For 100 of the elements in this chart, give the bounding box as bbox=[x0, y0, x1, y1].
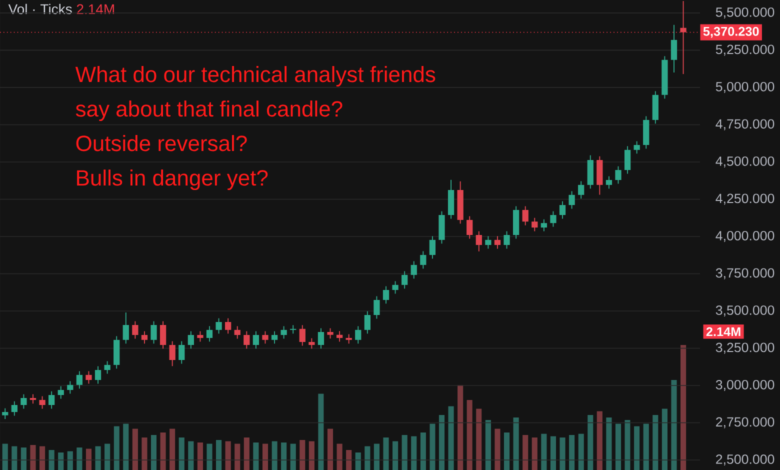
bar bbox=[39, 446, 46, 470]
bar bbox=[2, 444, 8, 470]
candlestick bbox=[680, 0, 686, 75]
candlestick bbox=[559, 200, 566, 220]
bar bbox=[123, 424, 129, 470]
bar bbox=[216, 440, 222, 470]
bar bbox=[364, 446, 370, 470]
y-tick-label: 4,500.000 bbox=[716, 156, 774, 168]
candlestick bbox=[197, 330, 204, 342]
bar bbox=[458, 384, 464, 470]
candlestick bbox=[466, 216, 473, 240]
candlestick bbox=[615, 166, 622, 184]
bar bbox=[522, 434, 528, 470]
bar bbox=[596, 411, 602, 470]
candlestick bbox=[522, 206, 528, 226]
bar bbox=[327, 428, 334, 470]
bar bbox=[170, 428, 176, 470]
candlestick bbox=[122, 312, 129, 344]
candlestick bbox=[11, 400, 18, 416]
y-tick-label: 4,000.000 bbox=[716, 230, 774, 242]
candlestick bbox=[410, 260, 417, 280]
candlestick bbox=[39, 396, 46, 410]
candlestick bbox=[252, 330, 260, 350]
candlestick bbox=[346, 334, 352, 344]
bar bbox=[448, 406, 454, 470]
bar bbox=[12, 446, 18, 470]
bar bbox=[336, 444, 342, 470]
ref-line-label: 5,370.230 bbox=[703, 26, 759, 38]
candlestick bbox=[327, 328, 334, 340]
candlestick bbox=[30, 394, 36, 404]
candlestick bbox=[624, 146, 631, 174]
candlestick bbox=[420, 250, 426, 270]
bar bbox=[680, 344, 686, 470]
candlestick bbox=[550, 210, 556, 228]
bar bbox=[383, 437, 389, 470]
candlestick bbox=[504, 230, 510, 250]
candlestick bbox=[48, 390, 55, 410]
bar bbox=[244, 437, 250, 470]
bar bbox=[476, 408, 482, 470]
annotation: say about that final candle? bbox=[76, 100, 342, 122]
candlestick bbox=[364, 310, 370, 334]
bar bbox=[142, 437, 148, 470]
bar bbox=[420, 432, 426, 470]
candlestick bbox=[606, 176, 612, 190]
candlestick bbox=[532, 217, 538, 232]
y-tick-label: 5,250.000 bbox=[716, 44, 774, 56]
candlestick bbox=[392, 280, 398, 294]
candlestick bbox=[308, 338, 315, 350]
bar bbox=[114, 426, 120, 470]
candlestick bbox=[382, 286, 390, 304]
candlestick bbox=[169, 340, 176, 367]
candlestick bbox=[132, 320, 138, 340]
bar bbox=[281, 442, 287, 470]
candlestick bbox=[429, 236, 436, 260]
annotation: Bulls in danger yet? bbox=[77, 170, 268, 190]
candlestick bbox=[76, 370, 83, 390]
bar bbox=[234, 444, 240, 470]
y-tick-label: 3,000.000 bbox=[716, 380, 774, 392]
bar bbox=[374, 444, 380, 470]
bar bbox=[560, 437, 566, 470]
bar bbox=[606, 417, 612, 470]
y-tick-label: 4,750.000 bbox=[716, 119, 774, 130]
candlestick bbox=[94, 366, 102, 384]
candlestick bbox=[2, 408, 8, 420]
bar bbox=[513, 417, 519, 470]
bar bbox=[392, 441, 398, 470]
candlestick bbox=[540, 218, 547, 232]
candlestick bbox=[374, 296, 380, 320]
bar bbox=[132, 428, 138, 470]
bar bbox=[402, 434, 408, 470]
bar bbox=[671, 380, 677, 470]
bar bbox=[346, 450, 352, 470]
bar bbox=[411, 436, 417, 470]
y-tick-label: 2,500.000 bbox=[716, 454, 774, 466]
bar bbox=[225, 441, 231, 470]
candlestick bbox=[271, 330, 278, 344]
candlestick bbox=[568, 190, 575, 210]
bar bbox=[662, 408, 668, 470]
bar bbox=[67, 451, 73, 470]
candlestick bbox=[20, 394, 27, 410]
candlestick bbox=[476, 230, 482, 252]
candlestick bbox=[494, 236, 501, 250]
bar bbox=[178, 437, 184, 470]
bar bbox=[578, 434, 584, 470]
candlestick bbox=[206, 326, 213, 342]
candlestick bbox=[244, 330, 250, 350]
candlestick bbox=[578, 180, 584, 200]
candlestick bbox=[141, 330, 148, 344]
bar bbox=[95, 446, 101, 470]
bar bbox=[308, 441, 314, 470]
candlestick bbox=[58, 386, 64, 400]
candlestick bbox=[150, 320, 157, 344]
y-tick-label: 3,500.000 bbox=[716, 305, 774, 316]
bar bbox=[643, 424, 649, 470]
annotation: Outside reversal? bbox=[76, 135, 247, 152]
bar bbox=[104, 444, 110, 470]
bar bbox=[48, 450, 54, 470]
candlestick bbox=[402, 270, 408, 290]
annotation: What do our technical analyst friends bbox=[75, 66, 436, 87]
candlestick bbox=[225, 318, 232, 334]
